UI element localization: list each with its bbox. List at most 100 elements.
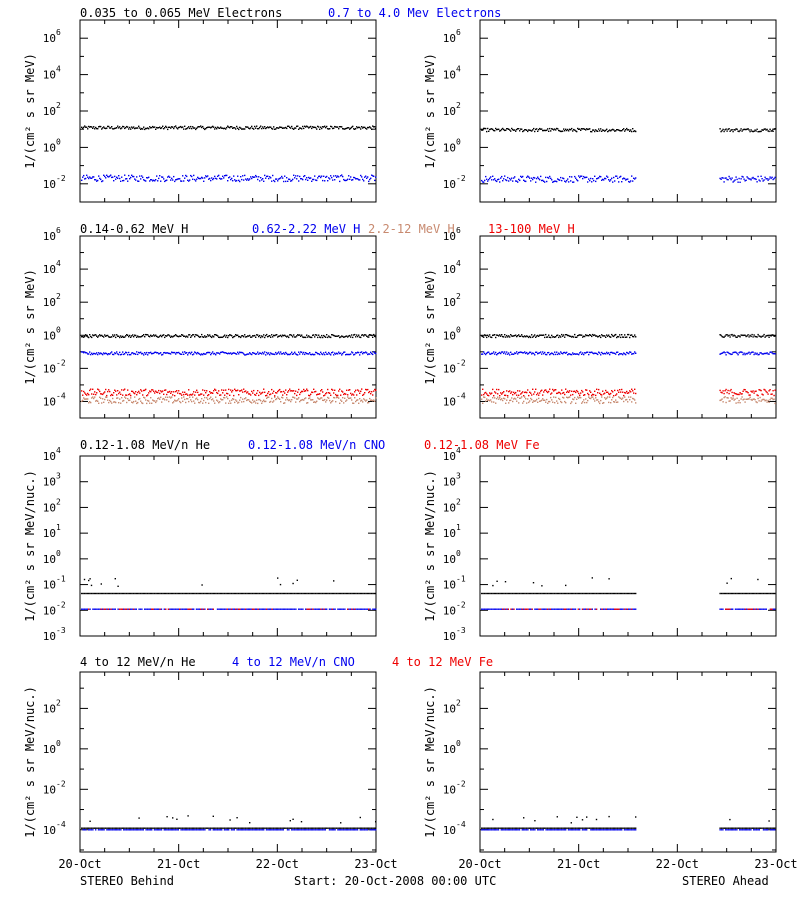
data-point <box>516 394 518 396</box>
data-point <box>329 178 331 180</box>
data-point <box>152 125 154 128</box>
data-point <box>338 827 340 829</box>
data-point <box>166 352 168 354</box>
data-point <box>759 396 761 399</box>
data-point <box>726 351 728 353</box>
data-point <box>517 128 519 130</box>
data-point <box>229 608 231 610</box>
data-point <box>533 176 535 179</box>
data-point <box>137 353 139 356</box>
data-point <box>746 608 748 610</box>
data-point <box>588 592 591 595</box>
data-point <box>565 181 567 183</box>
data-point <box>141 592 143 595</box>
data-point <box>85 829 87 831</box>
data-point <box>369 353 371 355</box>
data-point <box>264 391 266 393</box>
data-point <box>197 126 199 128</box>
data-point <box>512 400 514 403</box>
data-point <box>512 180 514 182</box>
data-point <box>235 353 237 355</box>
data-point <box>225 827 227 829</box>
data-point <box>605 336 607 338</box>
data-point <box>577 827 579 829</box>
data-point <box>732 181 734 183</box>
data-point <box>109 608 111 610</box>
data-point <box>736 352 738 355</box>
data-point <box>632 180 634 182</box>
data-point <box>249 400 251 403</box>
data-point <box>508 352 510 354</box>
data-point <box>358 827 360 829</box>
data-point <box>296 827 298 829</box>
data-point <box>92 592 94 595</box>
data-point <box>188 400 190 403</box>
data-point <box>256 827 258 829</box>
data-point <box>345 400 347 402</box>
data-point <box>300 178 302 180</box>
data-point <box>125 335 127 337</box>
data-point <box>362 353 364 355</box>
data-point <box>750 352 752 354</box>
data-point <box>618 592 620 595</box>
data-point <box>483 127 485 130</box>
data-point <box>541 128 543 130</box>
data-point <box>290 334 292 336</box>
data-point <box>342 391 344 393</box>
data-point <box>117 592 119 595</box>
data-point <box>735 402 737 404</box>
data-point <box>84 351 86 353</box>
data-point <box>319 398 321 400</box>
y-tick-label: 10 <box>443 630 456 643</box>
data-point <box>528 401 530 404</box>
data-point <box>189 179 191 181</box>
data-point <box>330 592 332 595</box>
data-point <box>205 392 207 394</box>
data-point <box>743 334 745 336</box>
data-point <box>168 126 170 128</box>
data-point <box>262 126 264 128</box>
data-point <box>634 351 636 353</box>
data-point <box>631 353 633 355</box>
data-point <box>266 127 268 129</box>
data-point <box>591 394 593 397</box>
data-point <box>240 127 242 129</box>
data-point <box>581 128 583 130</box>
data-point <box>303 175 305 178</box>
data-point <box>155 829 157 831</box>
data-point <box>88 827 90 829</box>
data-point <box>208 351 210 354</box>
data-point <box>267 829 269 831</box>
data-point <box>83 608 86 610</box>
data-point <box>87 392 89 395</box>
data-point <box>197 176 199 179</box>
data-point <box>366 399 368 401</box>
data-point <box>312 126 314 128</box>
data-point <box>558 827 560 829</box>
data-point <box>268 396 270 398</box>
data-point <box>305 592 307 595</box>
data-point <box>198 608 200 610</box>
data-point <box>220 351 222 354</box>
data-point <box>239 180 241 183</box>
data-point <box>167 396 169 398</box>
data-point <box>184 827 186 829</box>
data-point <box>261 179 263 181</box>
data-point <box>576 336 578 338</box>
data-point <box>726 608 728 610</box>
data-point <box>750 398 752 401</box>
data-point <box>135 829 137 831</box>
data-point <box>155 390 157 392</box>
data-point <box>738 335 740 337</box>
data-point <box>82 608 84 610</box>
data-point <box>225 608 227 610</box>
panel-row-3: 0.12-1.08 MeV/n He 0.12-1.08 MeV/n CNO 0.1… <box>23 438 777 643</box>
data-point <box>85 827 87 829</box>
data-point <box>195 827 198 829</box>
data-point <box>574 353 576 355</box>
data-point <box>355 178 357 180</box>
data-point <box>137 827 139 829</box>
data-point <box>616 592 619 595</box>
data-point <box>565 334 567 336</box>
data-point <box>608 352 610 354</box>
